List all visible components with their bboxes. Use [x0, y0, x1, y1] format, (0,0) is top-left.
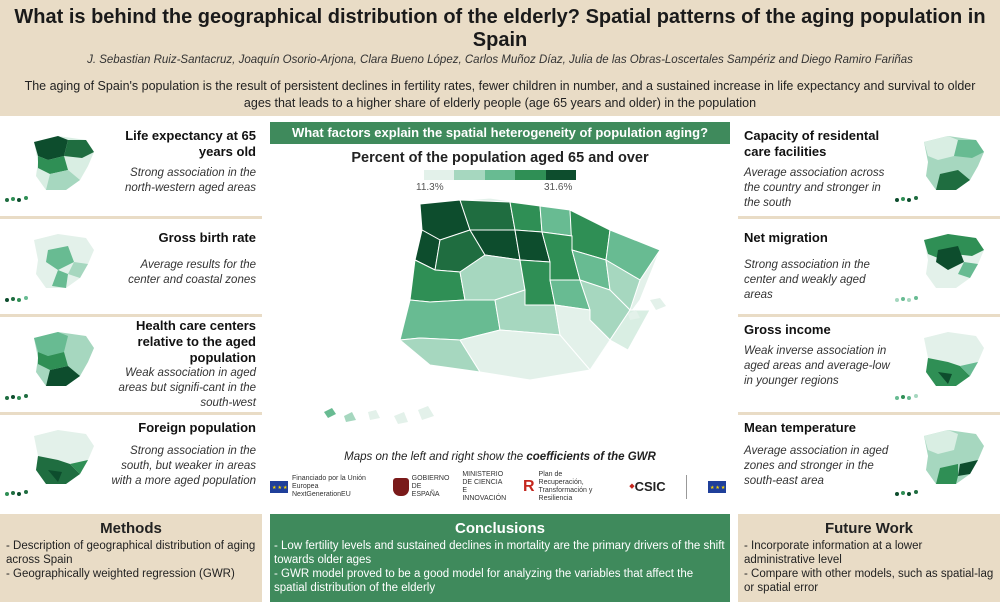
- caption-text: Maps on the left and right show the: [344, 451, 527, 463]
- coat-of-arms-icon: [392, 478, 409, 496]
- ministry-logo-text: MINISTERIO DE CIENCIA E INNOVACIÓN: [462, 471, 507, 502]
- methods-list: - Description of geographical distributi…: [0, 539, 262, 581]
- header: What is behind the geographical distribu…: [0, 0, 1000, 116]
- map-legend: [424, 170, 577, 180]
- factor-description: Average association in aged zones and st…: [744, 445, 889, 487]
- gobierno-logo: GOBIERNO DE ESPAÑA: [392, 475, 450, 499]
- eu-nextgeneration-logo: Financiado por la Unión Europea NextGene…: [270, 475, 372, 499]
- canary-islands-icon: [895, 394, 918, 400]
- factor-description: Average results for the center and coast…: [128, 259, 256, 286]
- methods-box: Methods - Description of geographical di…: [0, 514, 262, 602]
- mini-map-icon: [34, 430, 94, 484]
- legend-swatch: [454, 170, 485, 180]
- legend-swatch: [484, 170, 516, 180]
- methods-title: Methods: [100, 520, 162, 537]
- factor-title: Mean temperature: [744, 420, 856, 435]
- conclusions-item: - Low fertility levels and sustained dec…: [274, 540, 725, 566]
- mini-map-icon: [924, 332, 984, 386]
- mini-map-icon: [34, 136, 94, 190]
- factor-panel-right-4: Mean temperature Average association in …: [738, 416, 1000, 508]
- map-caption: Maps on the left and right show the coef…: [270, 451, 730, 463]
- poster-title: What is behind the geographical distribu…: [14, 6, 986, 51]
- mini-map-icon: [924, 430, 984, 484]
- factor-description: Weak inverse association in aged areas a…: [744, 345, 890, 387]
- factor-description: Average association across the country a…: [744, 167, 885, 209]
- canary-islands-icon: [5, 296, 28, 302]
- factor-title: Foreign population: [138, 420, 256, 435]
- legend-swatch: [424, 170, 455, 180]
- factor-description: Weak association in aged areas but signi…: [118, 367, 256, 409]
- factor-panel-left-4: Foreign population Strong association in…: [0, 416, 262, 508]
- future-work-item: - Incorporate information at a lower adm…: [744, 540, 923, 566]
- research-question: What factors explain the spatial heterog…: [270, 122, 730, 144]
- conclusions-list: - Low fertility levels and sustained dec…: [270, 539, 730, 595]
- factor-title: Health care centers relative to the aged…: [136, 318, 256, 365]
- conclusions-title: Conclusions: [454, 520, 545, 537]
- conclusions-box: Conclusions - Low fertility levels and s…: [270, 514, 730, 602]
- eu-flag-icon: [707, 481, 726, 493]
- mini-map-icon: [34, 234, 94, 288]
- logo-divider: [686, 475, 688, 499]
- canary-islands-icon: [895, 296, 918, 302]
- factor-description: Strong association in the center and wea…: [744, 259, 870, 301]
- caption-bold-text: coefficients of the GWR: [526, 451, 656, 463]
- ministerio-logo: MINISTERIO DE CIENCIA E INNOVACIÓN: [462, 471, 507, 503]
- divider: [0, 412, 262, 415]
- canary-islands-icon: [5, 490, 28, 496]
- funding-logos: Financiado por la Unión Europea NextGene…: [270, 470, 730, 504]
- factor-panel-left-2: Gross birth rate Average results for the…: [0, 220, 262, 314]
- factor-title: Life expectancy at 65 years old: [125, 128, 256, 159]
- summary: The aging of Spain's population is the r…: [24, 79, 976, 110]
- mini-map-icon: [924, 136, 984, 190]
- legend-min-label: 11.3%: [416, 182, 444, 193]
- divider: [0, 314, 262, 317]
- canary-islands-icon: [895, 490, 918, 496]
- future-work-title: Future Work: [824, 520, 914, 537]
- legend-max-label: 31.6%: [544, 182, 573, 193]
- canary-islands-icon: [5, 196, 28, 202]
- factor-panel-right-1: Capacity of residental care facilities A…: [738, 122, 1000, 214]
- csic-logo-text: CSIC: [634, 479, 666, 494]
- factor-title: Net migration: [744, 230, 828, 245]
- eu-flag-logo: [707, 481, 730, 493]
- eu-flag-icon: [270, 481, 288, 493]
- factor-title: Gross birth rate: [158, 230, 256, 245]
- factor-title: Capacity of residental care facilities: [744, 128, 880, 159]
- csic-logo: ◆ CSIC: [629, 479, 666, 494]
- future-work-box: Future Work - Incorporate information at…: [738, 514, 1000, 602]
- factor-panel-left-1: Life expectancy at 65 years old Strong a…: [0, 122, 262, 214]
- divider: [0, 216, 262, 219]
- map-title: Percent of the population aged 65 and ov…: [351, 150, 649, 166]
- eu-logo-text: Financiado por la Unión Europea NextGene…: [292, 475, 366, 498]
- factor-description: Strong association in the south, but wea…: [111, 445, 257, 487]
- factor-panel-left-3: Health care centers relative to the aged…: [0, 318, 262, 412]
- divider: [738, 216, 1000, 219]
- methods-item: - Geographically weighted regression (GW…: [6, 568, 235, 580]
- divider: [738, 412, 1000, 415]
- factor-title: Gross income: [744, 322, 831, 337]
- divider: [738, 314, 1000, 317]
- factor-description: Strong association in the north-western …: [124, 167, 256, 194]
- plan-logo-text: Plan de Recuperación, Transformación y R…: [538, 471, 593, 502]
- methods-item: - Description of geographical distributi…: [6, 540, 256, 566]
- csic-mark-icon: ◆: [629, 483, 635, 490]
- legend-swatch: [545, 170, 577, 180]
- canary-islands-icon: [5, 394, 28, 400]
- canary-islands-icon: [895, 196, 918, 202]
- mini-map-icon: [34, 332, 94, 386]
- gov-logo-text: GOBIERNO DE ESPAÑA: [411, 475, 450, 498]
- factor-panel-right-3: Gross income Weak inverse association in…: [738, 318, 1000, 412]
- future-work-item: - Compare with other models, such as spa…: [744, 568, 994, 594]
- factor-panel-right-2: Net migration Strong association in the …: [738, 220, 1000, 314]
- future-work-list: - Incorporate information at a lower adm…: [738, 539, 1000, 595]
- recovery-plan-icon: R: [522, 478, 535, 495]
- conclusions-item: - GWR model proved to be a good model fo…: [274, 568, 694, 594]
- authors: J. Sebastian Ruiz-Santacruz, Joaquín Oso…: [87, 54, 913, 66]
- mini-map-icon: [924, 234, 984, 288]
- plan-recuperacion-logo: R Plan de Recuperación, Transformación y…: [523, 471, 609, 503]
- spain-choropleth-map: [324, 197, 666, 424]
- legend-swatch: [515, 170, 546, 180]
